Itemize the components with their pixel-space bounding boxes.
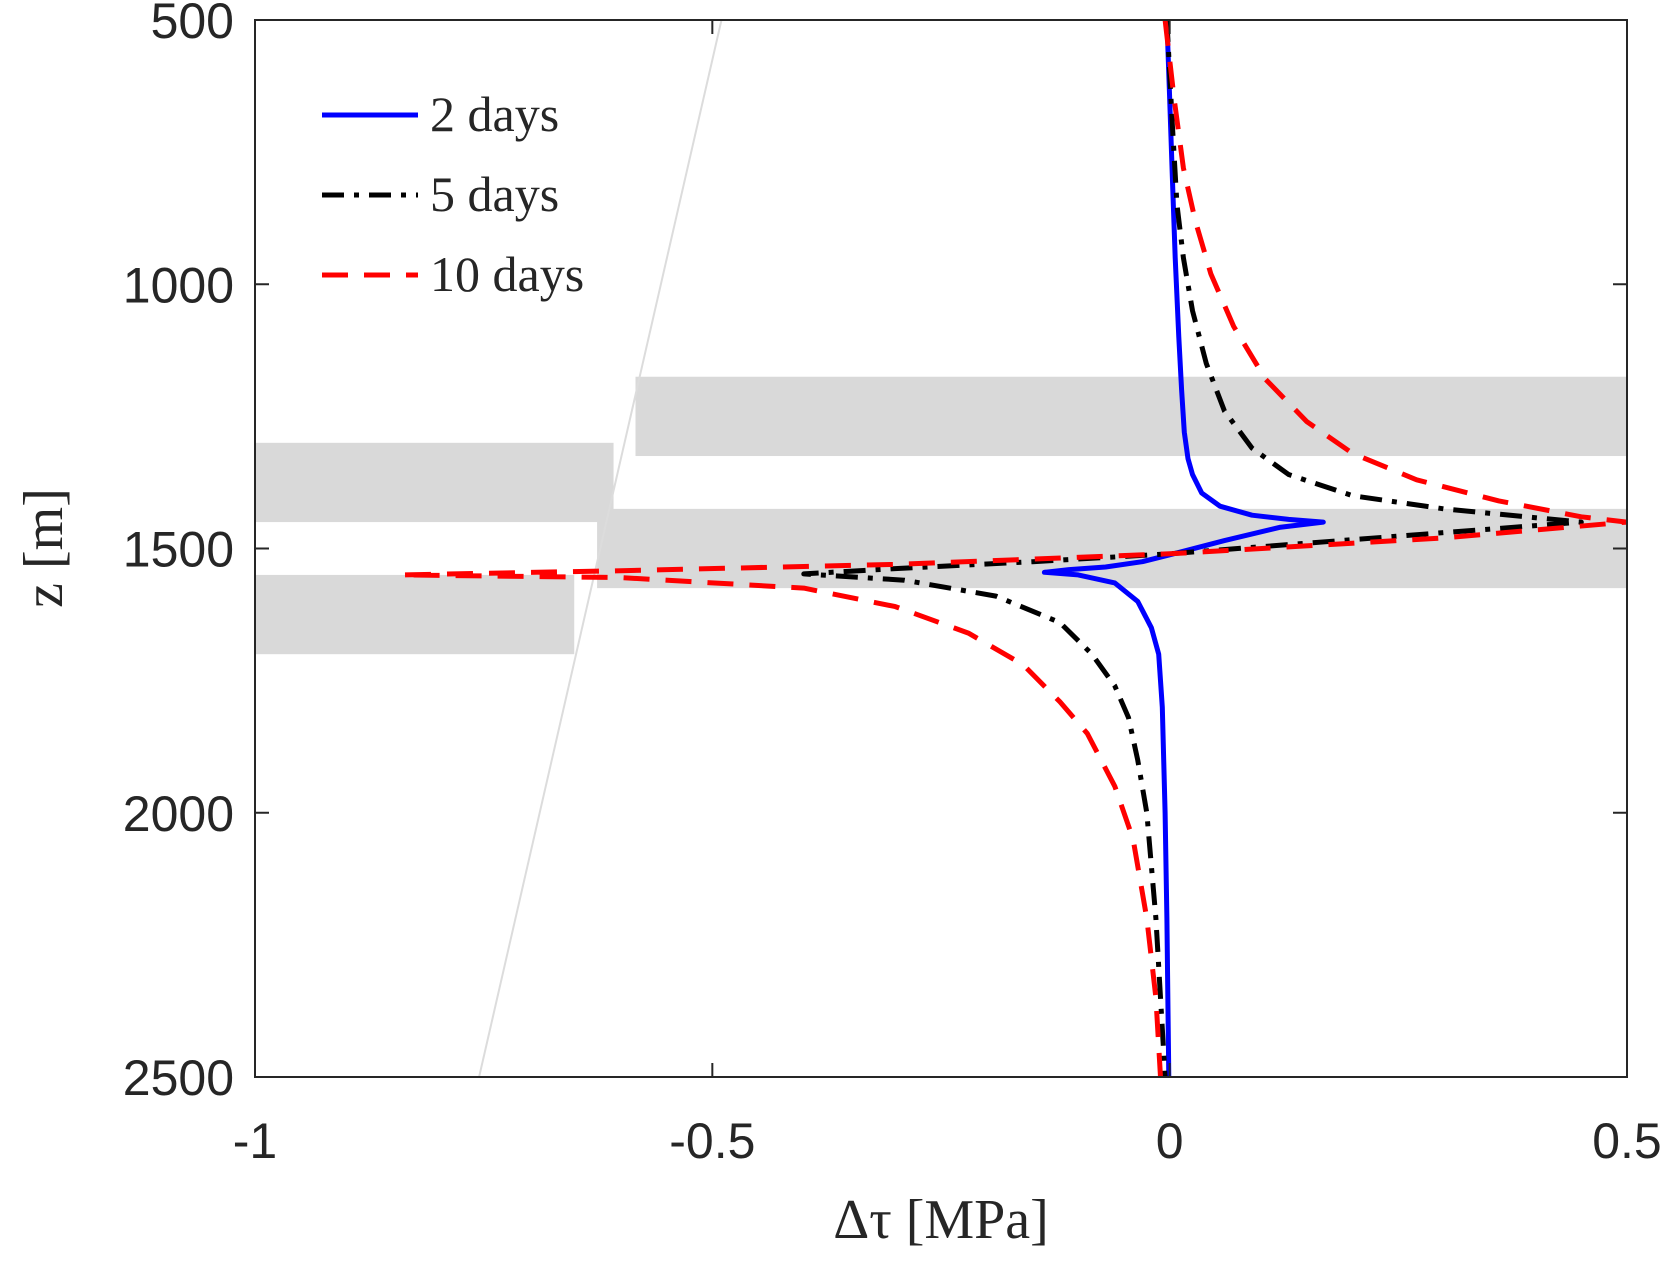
- y-tick-label: 1000: [123, 257, 234, 313]
- series-line-10-days: [398, 20, 1627, 1077]
- y-axis-title: z [m]: [13, 488, 75, 608]
- x-tick-label: 0.5: [1592, 1113, 1661, 1169]
- x-tick-label: 0: [1156, 1113, 1184, 1169]
- shaded-layer-1: [635, 376, 1627, 457]
- y-tick-label: 2000: [123, 786, 234, 842]
- legend-label: 10 days: [430, 246, 584, 302]
- shaded-layer-3: [255, 442, 614, 523]
- series-line-5-days: [801, 20, 1584, 1077]
- x-tick-label: -0.5: [669, 1113, 755, 1169]
- y-tick-label: 500: [151, 0, 234, 49]
- shaded-layer-4: [255, 574, 575, 655]
- fault-line: [478, 20, 723, 1077]
- fault-line-group: [478, 20, 723, 1077]
- legend-label: 2 days: [430, 86, 559, 142]
- legend: 2 days 5 days 10 days: [322, 86, 584, 302]
- shaded-layers: [255, 376, 1627, 655]
- series-line-2-days: [1041, 20, 1326, 1077]
- x-tick-label: -1: [233, 1113, 277, 1169]
- x-axis-title: Δτ [MPa]: [833, 1189, 1049, 1251]
- y-tick-label: 2500: [123, 1050, 234, 1106]
- y-tick-label: 1500: [123, 522, 234, 578]
- series-group: [398, 20, 1627, 1077]
- legend-label: 5 days: [430, 166, 559, 222]
- shaded-layer-2: [597, 508, 1627, 589]
- axis-ticks: -1 -0.5 0 0.5 500 1000 1500 2000 2500: [123, 0, 1661, 1169]
